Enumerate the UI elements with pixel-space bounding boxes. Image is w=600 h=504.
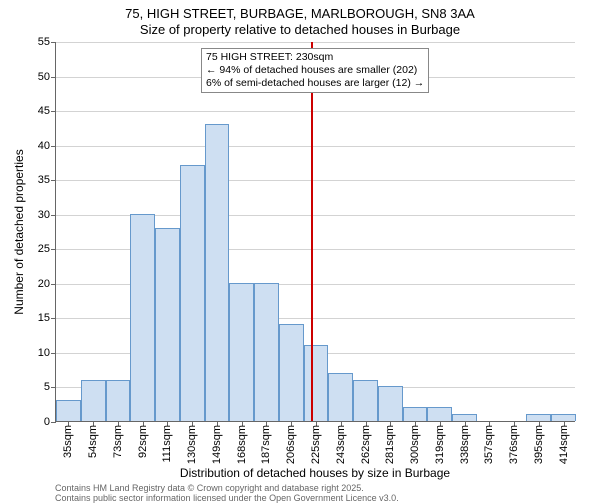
- y-tick-label: 20: [38, 278, 50, 290]
- x-tick-label: 149sqm: [211, 425, 223, 464]
- y-tick-label: 40: [38, 140, 50, 152]
- gridline-h: [56, 111, 575, 112]
- y-tick-label: 10: [38, 347, 50, 359]
- histogram-bar: [81, 380, 106, 421]
- y-tick-label: 50: [38, 71, 50, 83]
- histogram-bar: [551, 414, 576, 421]
- y-tick-mark: [51, 180, 56, 181]
- histogram-bar: [279, 324, 304, 421]
- x-tick-label: 54sqm: [87, 425, 99, 458]
- x-tick-label: 338sqm: [459, 425, 471, 464]
- y-tick-mark: [51, 318, 56, 319]
- y-tick-mark: [51, 353, 56, 354]
- histogram-bar: [254, 283, 279, 421]
- y-tick-mark: [51, 387, 56, 388]
- histogram-bar: [106, 380, 131, 421]
- y-tick-mark: [51, 146, 56, 147]
- x-tick-label: 243sqm: [335, 425, 347, 464]
- x-tick-label: 262sqm: [360, 425, 372, 464]
- y-tick-mark: [51, 422, 56, 423]
- y-tick-mark: [51, 284, 56, 285]
- x-tick-label: 35sqm: [62, 425, 74, 458]
- annotation-box: 75 HIGH STREET: 230sqm ← 94% of detached…: [201, 48, 429, 93]
- plot-area: 051015202530354045505535sqm54sqm73sqm92s…: [55, 42, 575, 422]
- y-tick-label: 25: [38, 243, 50, 255]
- histogram-bar: [56, 400, 81, 421]
- y-tick-mark: [51, 77, 56, 78]
- annotation-line-1: 75 HIGH STREET: 230sqm: [206, 51, 424, 64]
- x-tick-label: 300sqm: [409, 425, 421, 464]
- attribution-line-2: Contains public sector information licen…: [55, 494, 399, 504]
- histogram-bar: [205, 124, 230, 421]
- x-tick-label: 206sqm: [285, 425, 297, 464]
- y-tick-label: 30: [38, 209, 50, 221]
- histogram-bar: [130, 214, 155, 421]
- x-tick-label: 73sqm: [112, 425, 124, 458]
- x-tick-label: 111sqm: [161, 425, 173, 463]
- x-tick-label: 168sqm: [236, 425, 248, 464]
- x-tick-label: 414sqm: [558, 425, 570, 464]
- y-tick-label: 5: [44, 381, 50, 393]
- gridline-h: [56, 42, 575, 43]
- chart-title-subtitle: Size of property relative to detached ho…: [0, 22, 600, 37]
- histogram-bar: [229, 283, 254, 421]
- chart-container: 75, HIGH STREET, BURBAGE, MARLBOROUGH, S…: [0, 0, 600, 500]
- y-tick-label: 55: [38, 36, 50, 48]
- histogram-bar: [180, 165, 205, 421]
- x-tick-label: 92sqm: [137, 425, 149, 458]
- gridline-h: [56, 146, 575, 147]
- x-tick-label: 281sqm: [384, 425, 396, 464]
- x-tick-label: 187sqm: [260, 425, 272, 464]
- y-axis-title: Number of detached properties: [12, 149, 26, 314]
- annotation-line-3: 6% of semi-detached houses are larger (1…: [206, 77, 424, 90]
- histogram-bar: [328, 373, 353, 421]
- chart-title-address: 75, HIGH STREET, BURBAGE, MARLBOROUGH, S…: [0, 6, 600, 21]
- histogram-bar: [526, 414, 551, 421]
- attribution-text: Contains HM Land Registry data © Crown c…: [55, 484, 399, 504]
- y-tick-mark: [51, 215, 56, 216]
- histogram-bar: [353, 380, 378, 421]
- reference-line: [311, 42, 313, 421]
- histogram-bar: [403, 407, 428, 421]
- histogram-bar: [378, 386, 403, 421]
- y-tick-mark: [51, 42, 56, 43]
- histogram-bar: [452, 414, 477, 421]
- x-tick-label: 357sqm: [483, 425, 495, 464]
- x-tick-label: 319sqm: [434, 425, 446, 464]
- x-tick-label: 130sqm: [186, 425, 198, 464]
- x-tick-label: 395sqm: [533, 425, 545, 464]
- y-tick-label: 45: [38, 105, 50, 117]
- x-axis-title: Distribution of detached houses by size …: [55, 466, 575, 480]
- annotation-line-2: ← 94% of detached houses are smaller (20…: [206, 64, 424, 77]
- histogram-bar: [304, 345, 329, 421]
- histogram-bar: [427, 407, 452, 421]
- x-tick-label: 225sqm: [310, 425, 322, 464]
- y-tick-label: 15: [38, 312, 50, 324]
- histogram-bar: [155, 228, 180, 421]
- gridline-h: [56, 180, 575, 181]
- y-tick-label: 35: [38, 174, 50, 186]
- y-tick-label: 0: [44, 416, 50, 428]
- x-tick-label: 376sqm: [508, 425, 520, 464]
- y-tick-mark: [51, 249, 56, 250]
- y-tick-mark: [51, 111, 56, 112]
